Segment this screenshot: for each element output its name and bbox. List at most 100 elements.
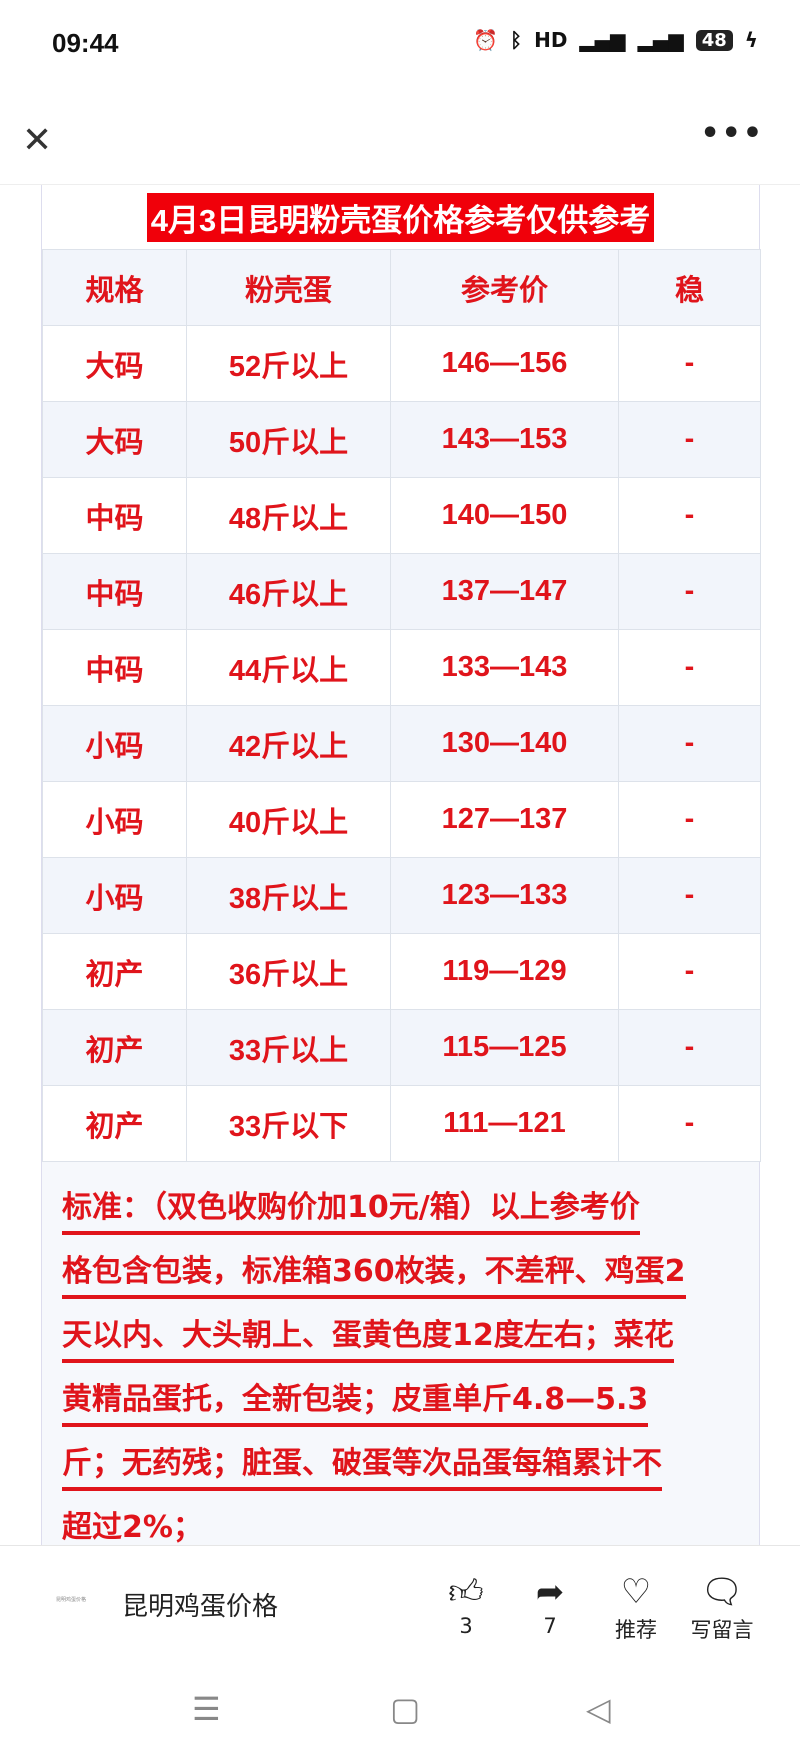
signal-icon: ▂▄▆ [579, 28, 626, 52]
table-row: 初产 36斤以上 119—129- [42, 933, 761, 1010]
bottom-action-bar: 昆明鸡蛋价格 昆明鸡蛋价格 👍︎ 3 ➦ 7 ♡ 推荐 🗨︎ 写留言 [0, 1545, 800, 1675]
table-cell: 33斤以下 [186, 1085, 391, 1162]
heart-icon: ♡ [620, 1572, 652, 1612]
menu-icon[interactable]: ☰ [192, 1690, 221, 1728]
note-line: 黄精品蛋托，全新包装；皮重单斤4.8—5.3 [62, 1382, 649, 1427]
table-cell: 中码 [42, 553, 187, 630]
status-bar: 09:44 ⏰ ᛒ HD ▂▄▆ ▂▄▆ 48 ϟ [0, 0, 800, 90]
table-cell: 133—143 [390, 629, 619, 706]
signal-icon-2: ▂▄▆ [637, 28, 684, 52]
table-cell: - [618, 933, 761, 1010]
note-line: 天以内、大头朝上、蛋黄色度12度左右；菜花 [62, 1318, 674, 1363]
header-cell: 参考价 [390, 249, 619, 326]
back-icon[interactable]: ◁ [586, 1690, 611, 1728]
table-cell: 140—150 [390, 477, 619, 554]
table-cell: 36斤以上 [186, 933, 391, 1010]
note-line: 超过2%； [62, 1510, 203, 1555]
table-cell: 大码 [42, 325, 187, 402]
author-logo[interactable]: 昆明鸡蛋价格 [56, 1597, 87, 1603]
table-cell: 44斤以上 [186, 629, 391, 706]
table-cell: 48斤以上 [186, 477, 391, 554]
table-cell: 中码 [42, 477, 187, 554]
article-banner-title: 4月3日昆明粉壳蛋价格参考仅供参考 [146, 192, 655, 242]
status-time: 09:44 [52, 28, 119, 58]
thumbs-up-icon: 👍︎ [448, 1572, 484, 1612]
charging-icon: ϟ [744, 28, 758, 52]
comment-label: 写留言 [690, 1618, 754, 1642]
table-row: 大码 52斤以上 146—156- [42, 325, 761, 402]
note-line: 标准：（双色收购价加10元/箱）以上参考价 [62, 1190, 640, 1235]
table-cell: 33斤以上 [186, 1009, 391, 1086]
table-cell: 137—147 [390, 553, 619, 630]
table-cell: 143—153 [390, 401, 619, 478]
table-cell: 52斤以上 [186, 325, 391, 402]
table-cell: 123—133 [390, 857, 619, 934]
table-cell: - [618, 325, 761, 402]
table-row: 中码 48斤以上 140—150- [42, 477, 761, 554]
table-cell: - [618, 781, 761, 858]
table-cell: 小码 [42, 857, 187, 934]
table-cell: 初产 [42, 1085, 187, 1162]
system-nav-bar: ☰ ▢ ◁ [0, 1690, 800, 1740]
table-cell: - [618, 401, 761, 478]
home-icon[interactable]: ▢ [390, 1690, 421, 1728]
table-cell: 初产 [42, 1009, 187, 1086]
table-cell: 40斤以上 [186, 781, 391, 858]
note-line: 格包含包装，标准箱360枚装，不差秤、鸡蛋2 [62, 1254, 686, 1299]
recommend-button[interactable]: ♡ 推荐 [596, 1570, 676, 1644]
table-row: 大码 50斤以上 143—153- [42, 401, 761, 478]
table-cell: 127—137 [390, 781, 619, 858]
table-cell: 130—140 [390, 705, 619, 782]
author-name[interactable]: 昆明鸡蛋价格 [122, 1592, 279, 1622]
table-row: 初产 33斤以上 115—125- [42, 1009, 761, 1086]
table-cell: 146—156 [390, 325, 619, 402]
table-cell: 42斤以上 [186, 705, 391, 782]
table-row: 小码 42斤以上 130—140- [42, 705, 761, 782]
comment-button[interactable]: 🗨︎ 写留言 [682, 1570, 762, 1644]
header-cell: 稳 [618, 249, 761, 326]
share-count: 7 [543, 1614, 557, 1638]
alarm-icon: ⏰ [473, 28, 499, 52]
table-cell: - [618, 553, 761, 630]
header-cell: 粉壳蛋 [186, 249, 391, 326]
table-cell: - [618, 477, 761, 554]
table-cell: 46斤以上 [186, 553, 391, 630]
header-cell: 规格 [42, 249, 187, 326]
like-button[interactable]: 👍︎ 3 [426, 1570, 506, 1638]
table-cell: 50斤以上 [186, 401, 391, 478]
top-bar: ✕ ••• [0, 90, 800, 185]
table-cell: 115—125 [390, 1009, 619, 1086]
table-row: 小码 40斤以上 127—137- [42, 781, 761, 858]
table-cell: 大码 [42, 401, 187, 478]
table-cell: - [618, 705, 761, 782]
more-icon[interactable]: ••• [700, 116, 764, 151]
standard-note: 标准：（双色收购价加10元/箱）以上参考价格包含包装，标准箱360枚装，不差秤、… [42, 1162, 759, 1560]
recommend-label: 推荐 [615, 1618, 657, 1642]
share-icon: ➦ [535, 1572, 565, 1612]
hd-icon: HD [534, 28, 568, 52]
table-cell: - [618, 857, 761, 934]
price-table: 规格 粉壳蛋 参考价 稳 大码 52斤以上 146—156- 大码 50斤以上 143—1… [42, 249, 761, 1162]
table-cell: 初产 [42, 933, 187, 1010]
article-content: 4月3日昆明粉壳蛋价格参考仅供参考 规格 粉壳蛋 参考价 稳 大码 52斤以上 14… [41, 185, 761, 1560]
note-line: 斤；无药残；脏蛋、破蛋等次品蛋每箱累计不 [62, 1446, 662, 1491]
status-icons: ⏰ ᛒ HD ▂▄▆ ▂▄▆ 48 ϟ [473, 28, 758, 52]
battery-icon: 48 [695, 29, 733, 51]
share-button[interactable]: ➦ 7 [510, 1570, 590, 1638]
table-row: 初产 33斤以下 111—121- [42, 1085, 761, 1162]
table-cell: 中码 [42, 629, 187, 706]
comment-add-icon: 🗨︎ [700, 1572, 744, 1612]
like-count: 3 [459, 1614, 473, 1638]
table-cell: - [618, 1009, 761, 1086]
table-cell: - [618, 629, 761, 706]
table-cell: 小码 [42, 781, 187, 858]
table-cell: 119—129 [390, 933, 619, 1010]
table-cell: 小码 [42, 705, 187, 782]
table-row: 小码 38斤以上 123—133- [42, 857, 761, 934]
table-cell: 38斤以上 [186, 857, 391, 934]
table-cell: 111—121 [390, 1085, 619, 1162]
close-icon[interactable]: ✕ [22, 120, 53, 161]
table-row: 中码 44斤以上 133—143- [42, 629, 761, 706]
banner-wrap: 4月3日昆明粉壳蛋价格参考仅供参考 [42, 185, 759, 249]
table-cell: - [618, 1085, 761, 1162]
